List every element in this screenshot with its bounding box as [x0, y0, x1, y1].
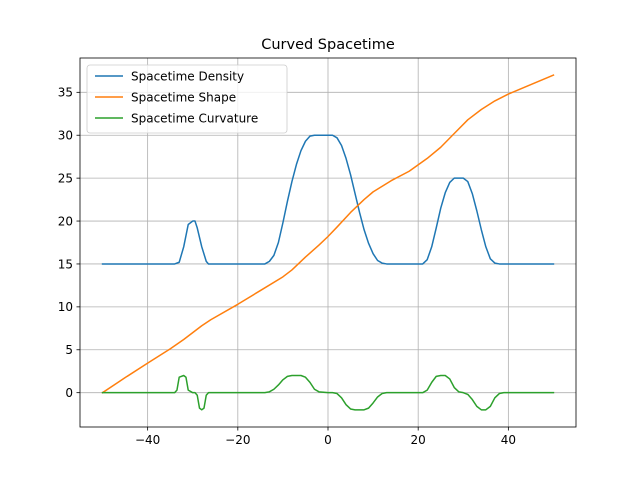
legend-label-2: Spacetime Curvature [131, 111, 258, 125]
x-tick-label: −40 [135, 433, 160, 447]
legend: Spacetime Density Spacetime Shape Spacetim… [86, 64, 288, 134]
y-tick-label: 0 [65, 386, 73, 400]
y-tick-label: 35 [58, 86, 73, 100]
y-tick-label: 30 [58, 129, 73, 143]
series-line-1 [101, 74, 555, 394]
series-line-2 [101, 374, 555, 411]
chart-title: Curved Spacetime [261, 37, 395, 53]
x-tick-label: 40 [501, 433, 516, 447]
y-tick-label: 10 [58, 300, 73, 314]
x-tick-label: 20 [411, 433, 426, 447]
series-lines [101, 74, 555, 411]
series-line-0 [101, 134, 555, 265]
legend-label-0: Spacetime Density [131, 69, 244, 83]
x-tick-label: −20 [225, 433, 250, 447]
legend-box [86, 64, 288, 134]
y-tick-label: 20 [58, 214, 73, 228]
x-tick-label: 0 [324, 433, 332, 447]
x-axis: −40 −20 0 20 40 [135, 427, 516, 447]
legend-label-1: Spacetime Shape [131, 90, 236, 104]
y-tick-label: 25 [58, 171, 73, 185]
y-axis: 0 5 10 15 20 25 30 35 [58, 86, 80, 400]
y-tick-label: 15 [58, 257, 73, 271]
y-tick-label: 5 [65, 343, 73, 357]
